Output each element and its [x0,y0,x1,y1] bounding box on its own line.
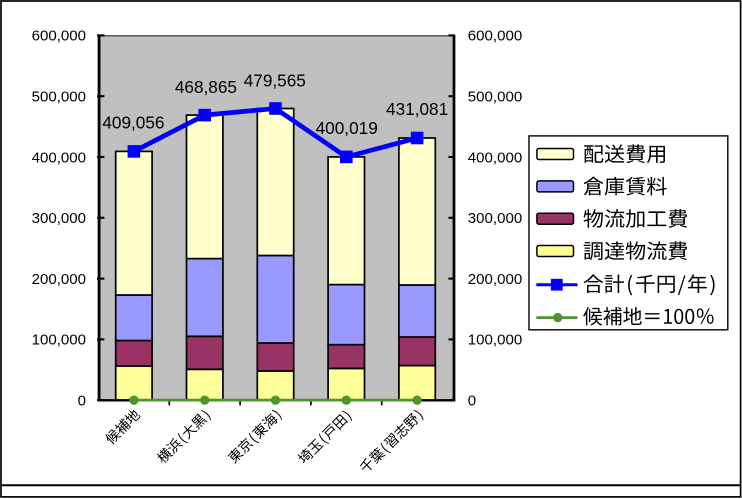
svg-text:600,000: 600,000 [32,28,86,45]
svg-text:431,081: 431,081 [386,99,448,119]
svg-text:400,019: 400,019 [316,118,378,138]
svg-text:200,000: 200,000 [468,271,522,288]
svg-text:0: 0 [468,393,476,410]
svg-text:100,000: 100,000 [468,332,522,349]
svg-text:500,000: 500,000 [468,89,522,106]
svg-text:479,565: 479,565 [244,71,306,91]
svg-text:300,000: 300,000 [468,210,522,227]
svg-text:500,000: 500,000 [32,89,86,106]
svg-text:468,865: 468,865 [175,77,237,97]
svg-text:100,000: 100,000 [32,332,86,349]
svg-text:600,000: 600,000 [468,28,522,45]
svg-text:300,000: 300,000 [32,210,86,227]
svg-text:409,056: 409,056 [102,112,164,132]
svg-text:400,000: 400,000 [32,149,86,166]
svg-text:200,000: 200,000 [32,271,86,288]
svg-text:400,000: 400,000 [468,149,522,166]
svg-text:0: 0 [78,393,86,410]
